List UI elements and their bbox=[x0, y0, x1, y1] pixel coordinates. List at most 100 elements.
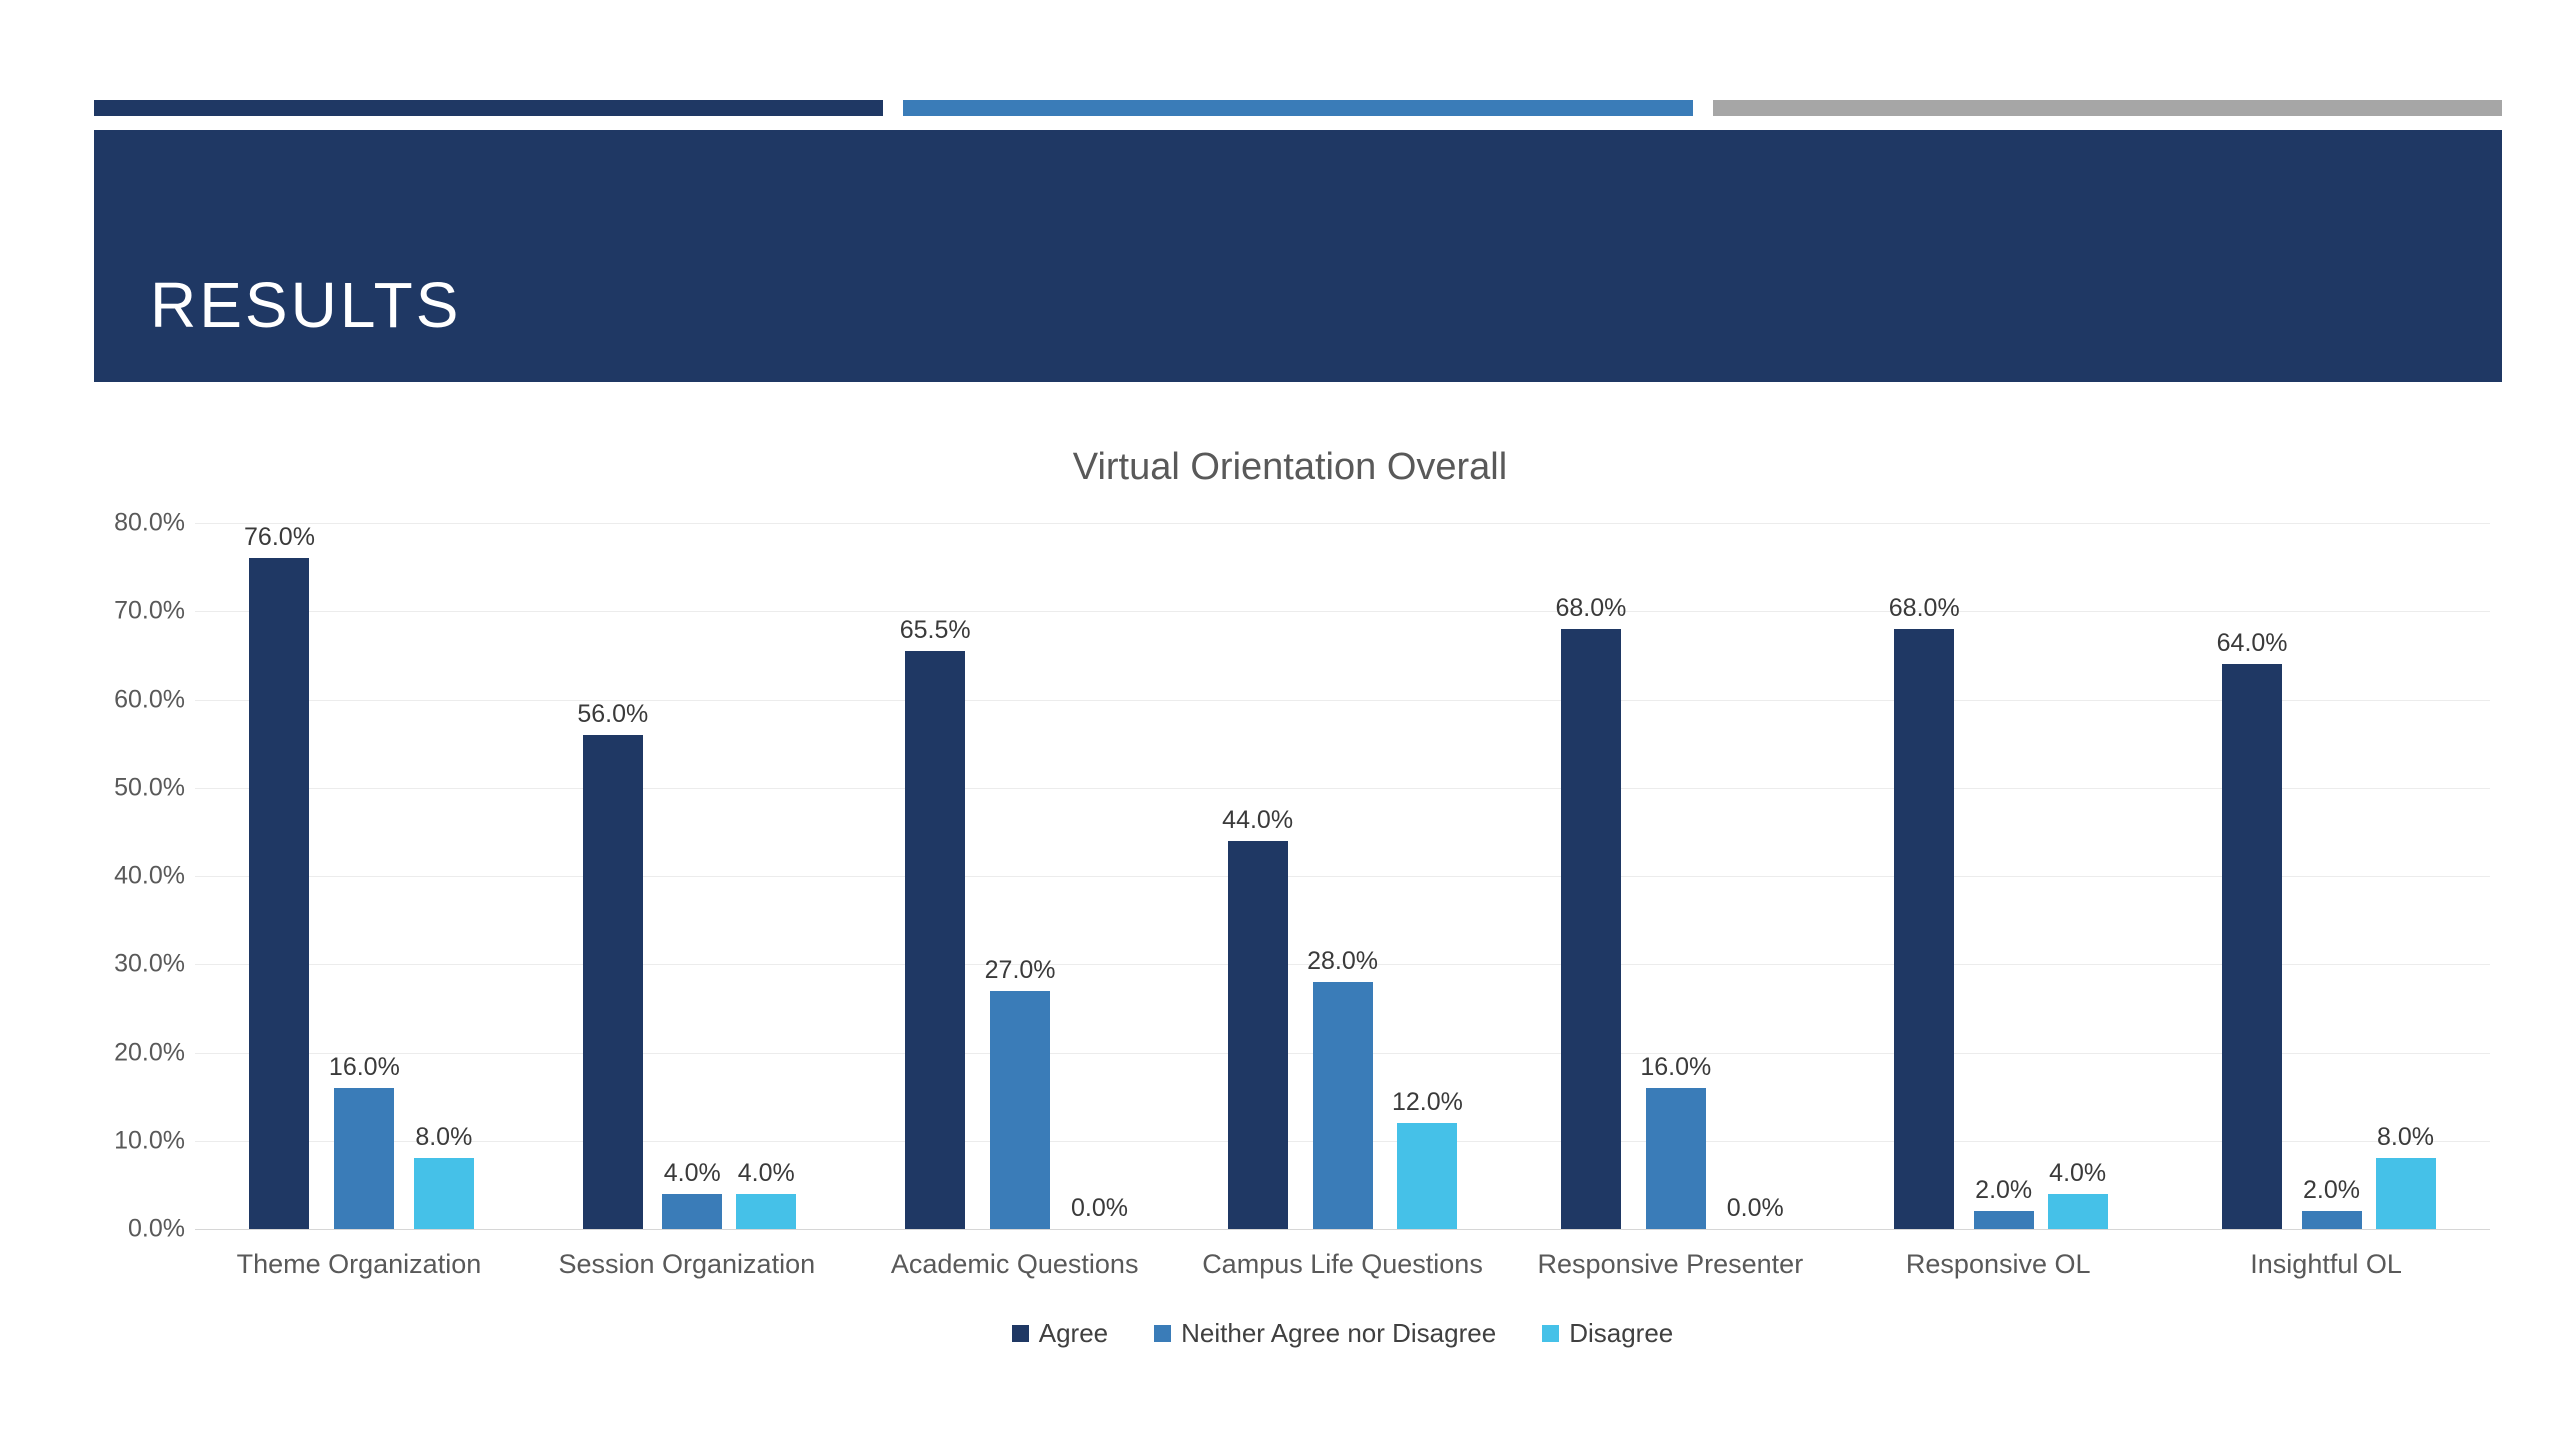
bar-wrapper: 76.0% bbox=[244, 523, 315, 1229]
bar-wrapper: 56.0% bbox=[577, 523, 648, 1229]
bar-wrapper: 8.0% bbox=[2375, 523, 2436, 1229]
plot-column: 76.0% 16.0% 8.0% 56.0% 4.0% 4.0% 65.5% 27.0% 0.0… bbox=[195, 523, 2490, 1349]
x-axis-labels: Theme Organization Session Organization Ac… bbox=[195, 1249, 2490, 1280]
y-axis-tick-label: 20.0% bbox=[114, 1038, 185, 1066]
bar-group: 44.0% 28.0% 12.0% bbox=[1179, 523, 1507, 1229]
y-axis-tick-label: 50.0% bbox=[114, 773, 185, 802]
legend-swatch-icon bbox=[1011, 1325, 1029, 1342]
bar-wrapper: 44.0% bbox=[1222, 523, 1293, 1229]
legend-swatch-icon bbox=[1154, 1325, 1172, 1342]
bar-value-label: 4.0% bbox=[663, 1158, 721, 1187]
bar-wrapper: 12.0% bbox=[1392, 523, 1463, 1229]
bar-wrapper: 8.0% bbox=[413, 523, 474, 1229]
bar-value-label: 2.0% bbox=[2303, 1176, 2361, 1205]
bar-wrapper: 64.0% bbox=[2217, 523, 2288, 1229]
gridline bbox=[195, 964, 2490, 966]
chart-title: Virtual Orientation Overall bbox=[1072, 446, 1508, 488]
bar-wrapper: 68.0% bbox=[1889, 523, 1960, 1229]
bar-chart: Virtual Orientation Overall 80.0% 70.0% 60… bbox=[90, 446, 2490, 1349]
bar-wrapper: 4.0% bbox=[736, 523, 797, 1229]
gridline bbox=[195, 1229, 2490, 1230]
bar-value-label: 4.0% bbox=[2049, 1158, 2107, 1187]
bar-wrapper: 16.0% bbox=[329, 523, 400, 1229]
y-axis-tick-label: 60.0% bbox=[114, 685, 185, 713]
category-label: Responsive OL bbox=[1905, 1249, 2091, 1279]
bar-disagree bbox=[413, 1158, 474, 1229]
bar-value-label: 12.0% bbox=[1391, 1088, 1463, 1117]
bar-wrapper: 0.0% bbox=[1725, 523, 1785, 1229]
chart-body: 80.0% 70.0% 60.0% 50.0% 40.0% 30.0% 20.0% 10.0%… bbox=[90, 509, 2490, 1349]
y-axis-tick-label: 80.0% bbox=[114, 508, 185, 537]
bar-wrapper: 0.0% bbox=[1070, 523, 1130, 1229]
gridline bbox=[195, 876, 2490, 877]
gridline bbox=[195, 611, 2490, 613]
bar-wrapper: 4.0% bbox=[662, 523, 723, 1229]
y-axis: 80.0% 70.0% 60.0% 50.0% 40.0% 30.0% 20.0% 10.0%… bbox=[90, 509, 185, 1243]
bar-value-label: 27.0% bbox=[984, 955, 1056, 984]
bar-agree bbox=[1227, 840, 1288, 1229]
category-label: Academic Questions bbox=[890, 1249, 1139, 1279]
bar-value-label: 64.0% bbox=[2216, 629, 2288, 658]
legend-label: Neither Agree nor Disagree bbox=[1181, 1318, 1497, 1348]
bar-wrapper: 2.0% bbox=[1973, 523, 2034, 1229]
bar-value-label: 4.0% bbox=[737, 1158, 795, 1187]
y-axis-tick-label: 0.0% bbox=[128, 1214, 185, 1243]
bar-value-label: 2.0% bbox=[1975, 1176, 2033, 1205]
bar-wrapper: 68.0% bbox=[1555, 523, 1626, 1229]
bar-group: 56.0% 4.0% 4.0% bbox=[523, 523, 851, 1229]
bar-neither-agree-nor-disagree bbox=[1312, 981, 1373, 1229]
category-label: Session Organization bbox=[558, 1249, 816, 1279]
chart-legend: Agree Neither Agree nor Disagree Disagree bbox=[195, 1318, 2490, 1349]
y-axis-tick-label: 70.0% bbox=[114, 596, 185, 625]
bar-disagree bbox=[2047, 1193, 2108, 1229]
gridline bbox=[195, 787, 2490, 789]
category-label: Campus Life Questions bbox=[1202, 1249, 1483, 1279]
top-accent-bars bbox=[94, 100, 2502, 116]
bar-wrapper: 27.0% bbox=[985, 523, 1056, 1229]
bar-groups: 76.0% 16.0% 8.0% 56.0% 4.0% 4.0% 65.5% 27.0% 0.0… bbox=[195, 523, 2490, 1229]
plot-area: 76.0% 16.0% 8.0% 56.0% 4.0% 4.0% 65.5% 27.0% 0.0… bbox=[195, 523, 2490, 1230]
bar-wrapper: 65.5% bbox=[900, 523, 971, 1229]
bar-value-label: 8.0% bbox=[415, 1123, 473, 1152]
bar-neither-agree-nor-disagree bbox=[990, 990, 1051, 1229]
bar-value-label: 16.0% bbox=[328, 1052, 400, 1081]
bar-disagree bbox=[1397, 1123, 1458, 1229]
legend-label: Disagree bbox=[1569, 1318, 1674, 1348]
accent-bar-navy bbox=[94, 100, 884, 116]
bar-value-label: 68.0% bbox=[1555, 593, 1627, 622]
bar-neither-agree-nor-disagree bbox=[1973, 1211, 2034, 1229]
bar-disagree bbox=[2375, 1158, 2436, 1229]
bar-neither-agree-nor-disagree bbox=[2301, 1211, 2362, 1229]
bar-group: 68.0% 16.0% 0.0% bbox=[1506, 523, 1834, 1229]
bar-agree bbox=[1894, 628, 1955, 1229]
legend-item: Disagree bbox=[1542, 1318, 1673, 1349]
gridline bbox=[195, 523, 2490, 524]
bar-neither-agree-nor-disagree bbox=[1645, 1087, 1706, 1229]
accent-bar-steel bbox=[903, 100, 1693, 116]
bar-wrapper: 4.0% bbox=[2047, 523, 2108, 1229]
bar-neither-agree-nor-disagree bbox=[662, 1193, 723, 1229]
legend-item: Agree bbox=[1011, 1318, 1109, 1349]
gridline bbox=[195, 699, 2490, 701]
bar-agree bbox=[582, 734, 643, 1229]
bar-group: 68.0% 2.0% 4.0% bbox=[1834, 523, 2162, 1229]
bar-wrapper: 2.0% bbox=[2301, 523, 2362, 1229]
bar-value-label: 76.0% bbox=[244, 523, 315, 552]
bar-value-label: 16.0% bbox=[1640, 1052, 1712, 1081]
accent-bar-gray bbox=[1712, 100, 2502, 116]
bar-agree bbox=[1560, 628, 1621, 1229]
bar-group: 76.0% 16.0% 8.0% bbox=[195, 523, 523, 1229]
bar-value-label: 28.0% bbox=[1307, 946, 1378, 975]
bar-value-label: 44.0% bbox=[1222, 805, 1294, 834]
bar-agree bbox=[2222, 664, 2283, 1229]
bar-value-label: 65.5% bbox=[899, 615, 971, 644]
bar-group: 65.5% 27.0% 0.0% bbox=[851, 523, 1179, 1229]
bar-value-label: 56.0% bbox=[577, 699, 649, 728]
y-axis-tick-label: 30.0% bbox=[114, 949, 185, 978]
y-axis-tick-label: 40.0% bbox=[114, 861, 185, 890]
bar-agree bbox=[249, 558, 310, 1229]
legend-swatch-icon bbox=[1542, 1325, 1560, 1342]
y-axis-tick-label: 10.0% bbox=[114, 1126, 185, 1155]
results-header-band: RESULTS bbox=[94, 130, 2502, 382]
legend-label: Agree bbox=[1038, 1318, 1109, 1348]
